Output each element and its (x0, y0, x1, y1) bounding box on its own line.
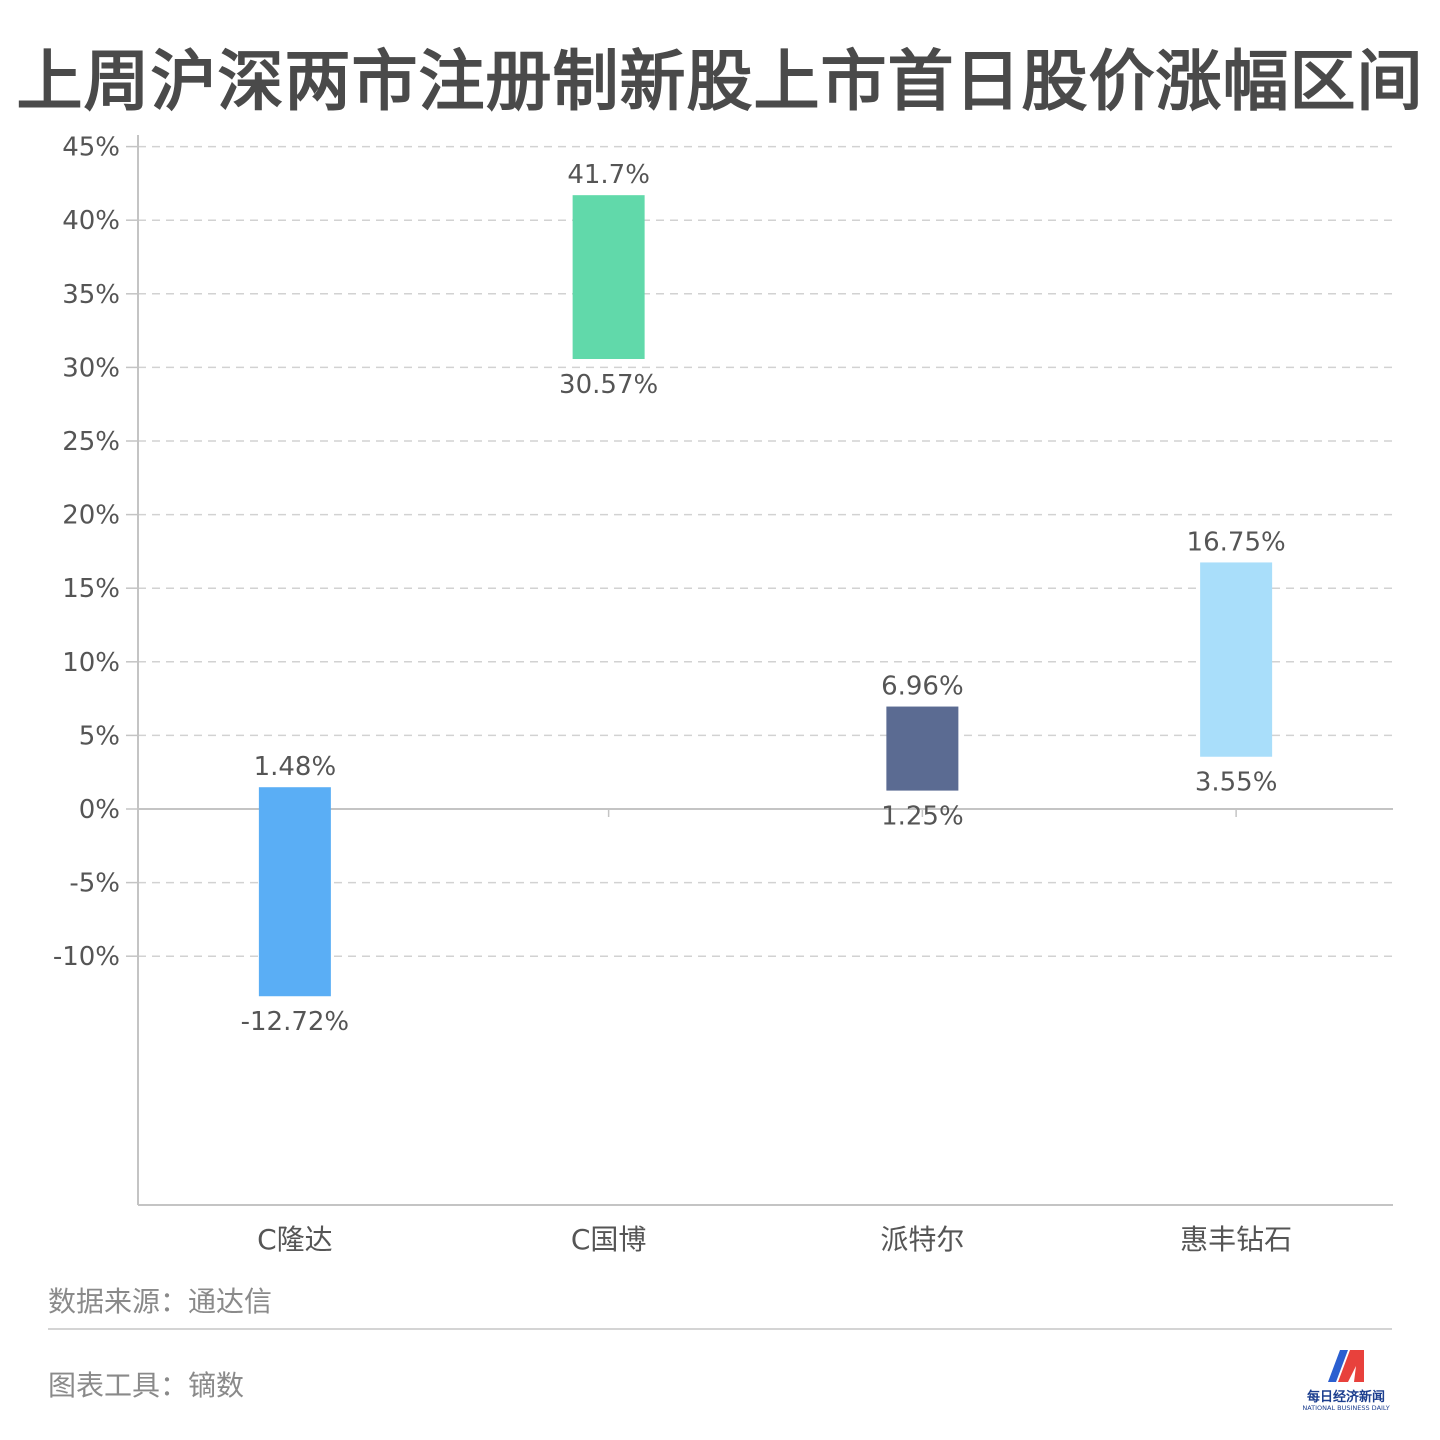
bar-low-label: 30.57% (559, 370, 658, 400)
x-category-label: 派特尔 (880, 1223, 964, 1256)
brand-name-en: NATIONAL BUSINESS DAILY (1302, 1404, 1390, 1412)
y-tick-label: 40% (62, 206, 120, 236)
bar-low-label: 3.55% (1195, 768, 1278, 798)
data-source: 数据来源：通达信 (48, 1285, 273, 1318)
bar-low-label: -12.72% (241, 1007, 350, 1037)
y-tick-label: 10% (62, 648, 120, 678)
y-tick-label: -10% (53, 942, 120, 972)
y-tick-label: 35% (62, 280, 120, 310)
x-category-label: 惠丰钻石 (1180, 1223, 1292, 1256)
range-bar (886, 706, 959, 791)
brand-logo: 每日经济新闻 NATIONAL BUSINESS DAILY (1298, 1348, 1394, 1416)
brand-logo-icon (1328, 1350, 1364, 1382)
x-category-label: C国博 (571, 1223, 647, 1256)
y-tick-label: 25% (62, 427, 120, 457)
y-tick-label: 5% (79, 721, 120, 751)
bar-high-label: 6.96% (881, 672, 964, 702)
y-tick-label: -5% (69, 869, 120, 899)
range-bar (1200, 562, 1273, 757)
range-bar (572, 195, 645, 360)
x-category-label: C隆达 (257, 1223, 333, 1256)
bar-high-label: 41.7% (567, 160, 650, 190)
y-tick-label: 0% (79, 795, 120, 825)
footer-divider (48, 1328, 1392, 1330)
y-tick-label: 20% (62, 501, 120, 531)
bar-high-label: 16.75% (1187, 527, 1286, 557)
range-bar-chart: 45% 40% 35% 30% 25% 20% 15% 10% 5% 0% -5% -10% 1.48%… (53, 133, 1393, 1256)
y-tick-label: 15% (62, 574, 120, 604)
chart-tool-credit: 图表工具：镝数 (48, 1369, 245, 1402)
range-bar (258, 787, 331, 997)
y-tick-label: 30% (62, 353, 120, 383)
bar-high-label: 1.48% (254, 752, 337, 782)
y-tick-label: 45% (62, 133, 120, 163)
bar-low-label: 1.25% (881, 802, 964, 832)
brand-name-cn: 每日经济新闻 (1306, 1390, 1385, 1405)
chart-title: 上周沪深两市注册制新股上市首日股价涨幅区间 (16, 43, 1424, 120)
